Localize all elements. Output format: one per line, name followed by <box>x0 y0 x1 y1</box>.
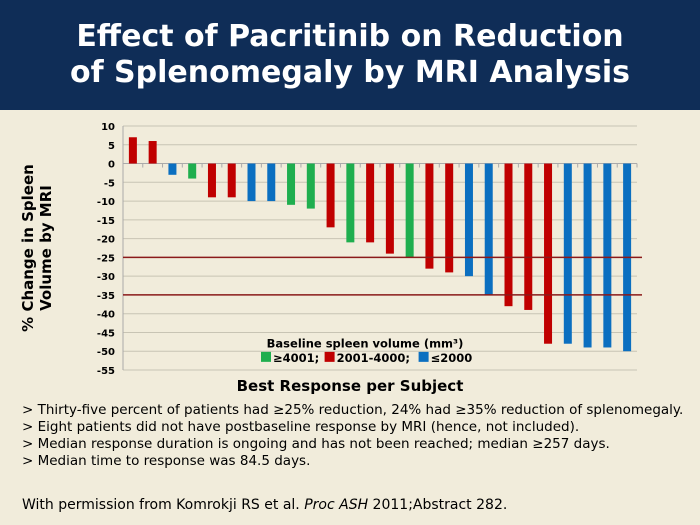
bullet-1: > Thirty-five percent of patients had ≥2… <box>22 402 684 418</box>
y-tick-label: -10 <box>97 197 115 208</box>
bar <box>267 163 276 202</box>
bar <box>464 163 473 277</box>
bar <box>326 163 335 228</box>
y-tick-label: -15 <box>97 216 115 227</box>
legend-swatch <box>261 351 271 362</box>
x-axis-label: Best Response per Subject <box>236 377 464 395</box>
bar <box>603 163 612 348</box>
title-line-2: of Splenomegaly by MRI Analysis <box>69 55 631 90</box>
y-tick-label: -55 <box>97 366 115 377</box>
bar <box>128 137 137 164</box>
bullet-3: > Median response duration is ongoing an… <box>22 436 610 452</box>
bar <box>346 163 355 243</box>
bar <box>504 163 513 307</box>
y-tick-label: -30 <box>97 272 115 283</box>
bar <box>445 163 454 273</box>
title-line-1: Effect of Pacritinib on Reduction <box>76 19 624 54</box>
waterfall-chart: 10 5 0 -5 -10 -15 -20 -25 -30 -35 -40 -45 -50 -55 Base… <box>97 122 642 377</box>
bar <box>405 163 414 258</box>
y-tick-label: -25 <box>97 253 115 264</box>
y-tick-label: -5 <box>104 178 115 189</box>
bar <box>168 163 177 175</box>
bar <box>484 163 493 295</box>
bar <box>385 163 394 254</box>
bar <box>544 163 553 344</box>
y-tick-label: -40 <box>97 310 115 321</box>
bar <box>563 163 572 344</box>
y-tick-label: 5 <box>108 141 115 152</box>
legend-label: ≥4001; <box>273 351 319 365</box>
y-axis-label: % Change in Spleen Volume by MRI <box>19 164 55 332</box>
y-tick-label: -45 <box>97 328 115 339</box>
bar <box>207 163 216 198</box>
y-tick-label: -50 <box>97 347 115 358</box>
bar <box>188 163 197 179</box>
bullet-2: > Eight patients did not have postbaseli… <box>22 419 580 435</box>
y-tick-label: 10 <box>101 122 115 133</box>
bar <box>306 163 315 209</box>
bar <box>524 163 533 310</box>
legend-title: Baseline spleen volume (mm³) <box>267 337 464 351</box>
bullet-4: > Median time to response was 84.5 days. <box>22 453 311 469</box>
slide-title: Effect of Pacritinib on Reduction of Spl… <box>0 0 700 110</box>
y-tick-label: -35 <box>97 291 115 302</box>
bullet-list: > Thirty-five percent of patients had ≥2… <box>22 402 692 470</box>
y-tick-label: -20 <box>97 235 115 246</box>
legend-label: 2001-4000; <box>337 351 410 365</box>
y-tick-label: 0 <box>108 160 115 171</box>
bar <box>247 163 256 202</box>
citation: With permission from Komrokji RS et al. … <box>22 497 508 513</box>
bar <box>287 163 296 205</box>
bar <box>148 141 157 164</box>
bar <box>227 163 236 198</box>
legend-swatch <box>324 351 335 362</box>
bar <box>583 163 592 348</box>
legend-swatch <box>418 351 429 362</box>
bar <box>366 163 375 243</box>
bar <box>425 163 434 269</box>
legend-label: ≤2000 <box>431 351 473 365</box>
